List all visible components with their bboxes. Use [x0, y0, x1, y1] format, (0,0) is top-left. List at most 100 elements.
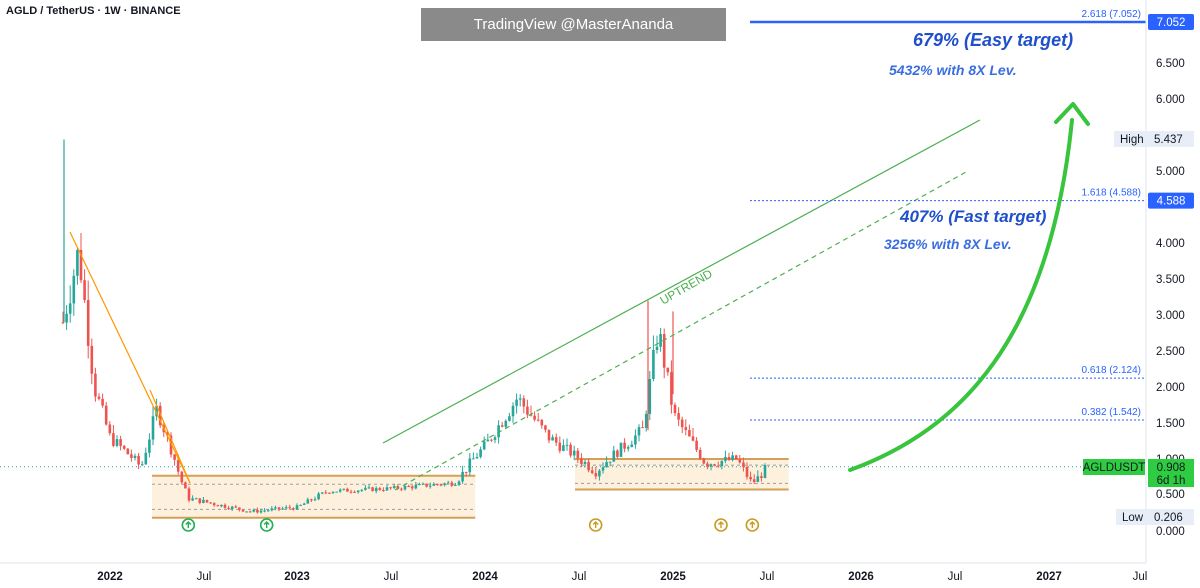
candle-body	[443, 483, 446, 486]
candle-body	[313, 499, 317, 501]
candle-body	[490, 439, 493, 441]
candle-body	[425, 483, 428, 487]
candle-body	[76, 249, 79, 276]
candle-body	[486, 439, 490, 442]
candle-body	[104, 405, 108, 425]
candle-body	[464, 471, 468, 473]
candle-body	[299, 504, 302, 506]
time-tick-label: Jul	[384, 571, 399, 583]
price-tick-label: 0.000	[1156, 526, 1185, 538]
candle-body	[115, 439, 119, 446]
candle-body	[155, 405, 158, 417]
candle-body	[680, 419, 684, 428]
candle-body	[220, 504, 223, 507]
candle-body	[616, 450, 619, 457]
candle-body	[684, 427, 688, 431]
fib-tag-4588-bg	[1148, 192, 1194, 209]
candle-body	[79, 249, 83, 281]
candle-body	[353, 491, 356, 493]
candle-body	[328, 492, 331, 494]
candle-body	[158, 405, 162, 426]
candle-body	[410, 486, 414, 489]
candle-body	[515, 399, 518, 406]
candle-body	[166, 432, 169, 436]
up-arrow-icon	[185, 521, 192, 528]
candle-body	[72, 275, 76, 304]
candle-body	[295, 505, 299, 510]
fib-level-label: 0.382 (1.542)	[1082, 407, 1142, 418]
candle-body	[673, 404, 677, 414]
candle-body	[108, 424, 112, 434]
candle-body	[342, 488, 346, 490]
candle-body	[407, 486, 410, 488]
candle-body	[266, 510, 270, 512]
candle-body	[403, 486, 407, 490]
candle-body	[356, 490, 360, 493]
candle-body	[716, 465, 720, 467]
symbol-tag: AGLDUSDT	[1083, 462, 1146, 474]
candle-body	[641, 427, 644, 429]
candle-body	[630, 444, 634, 448]
candle-body	[709, 464, 713, 467]
candle-body	[428, 485, 432, 487]
time-tick-label: 2025	[660, 571, 686, 583]
candle-body	[302, 503, 306, 505]
candle-body	[418, 484, 421, 486]
candle-body	[212, 503, 216, 506]
candle-body	[760, 476, 763, 478]
candle-body	[724, 456, 727, 461]
up-arrow-icon	[718, 521, 724, 528]
candle-body	[256, 509, 259, 513]
candle-body	[86, 300, 90, 346]
candle-body	[198, 498, 202, 503]
candle-body	[666, 367, 670, 373]
candle-body	[702, 458, 706, 464]
candle-body	[745, 466, 749, 477]
candle-body	[209, 502, 212, 504]
time-tick-label: Jul	[572, 571, 587, 583]
price-tick-label: 5.000	[1156, 166, 1185, 178]
candle-body	[619, 442, 623, 457]
candle-body	[508, 416, 511, 421]
price-tag-bg	[1148, 459, 1194, 487]
candle-body	[698, 449, 702, 459]
candle-body	[187, 488, 191, 501]
candle-body	[61, 322, 65, 324]
candle-body	[522, 398, 526, 407]
candle-body	[101, 398, 104, 406]
projection-arrow	[848, 118, 1074, 472]
candle-body	[734, 455, 738, 460]
candle-body	[65, 313, 68, 323]
watermark-banner: TradingView @MasterAnanda	[421, 8, 726, 41]
candle-body	[230, 506, 234, 510]
candle-body	[695, 440, 698, 450]
fib-tag-7052: 7.052	[1157, 17, 1186, 29]
price-tick-label: 0.500	[1156, 489, 1185, 501]
candle-body	[763, 465, 767, 478]
fib-level-label: 2.618 (7.052)	[1082, 9, 1142, 20]
candle-body	[648, 378, 652, 414]
candle-body	[432, 484, 436, 486]
candle-body	[601, 467, 605, 471]
candle-body	[493, 437, 497, 440]
candle-body	[281, 508, 284, 510]
candle-body	[554, 437, 558, 443]
candle-body	[626, 447, 630, 449]
candle-body	[238, 507, 241, 510]
candle-body	[263, 510, 266, 512]
candle-body	[90, 345, 94, 374]
candle-body	[137, 455, 140, 465]
candle-body	[439, 484, 443, 486]
candle-body	[706, 463, 709, 467]
price-tag-countdown: 6d 1h	[1157, 475, 1186, 487]
price-tick-label: 6.500	[1156, 58, 1185, 70]
candle-body	[551, 437, 554, 441]
time-tick-label: 2022	[97, 571, 123, 583]
candle-body	[594, 473, 598, 477]
candle-body	[310, 499, 313, 501]
candle-body	[511, 405, 515, 417]
candle-body	[738, 459, 742, 463]
time-tick-label: Jul	[197, 571, 212, 583]
time-tick-label: 2024	[472, 571, 498, 583]
